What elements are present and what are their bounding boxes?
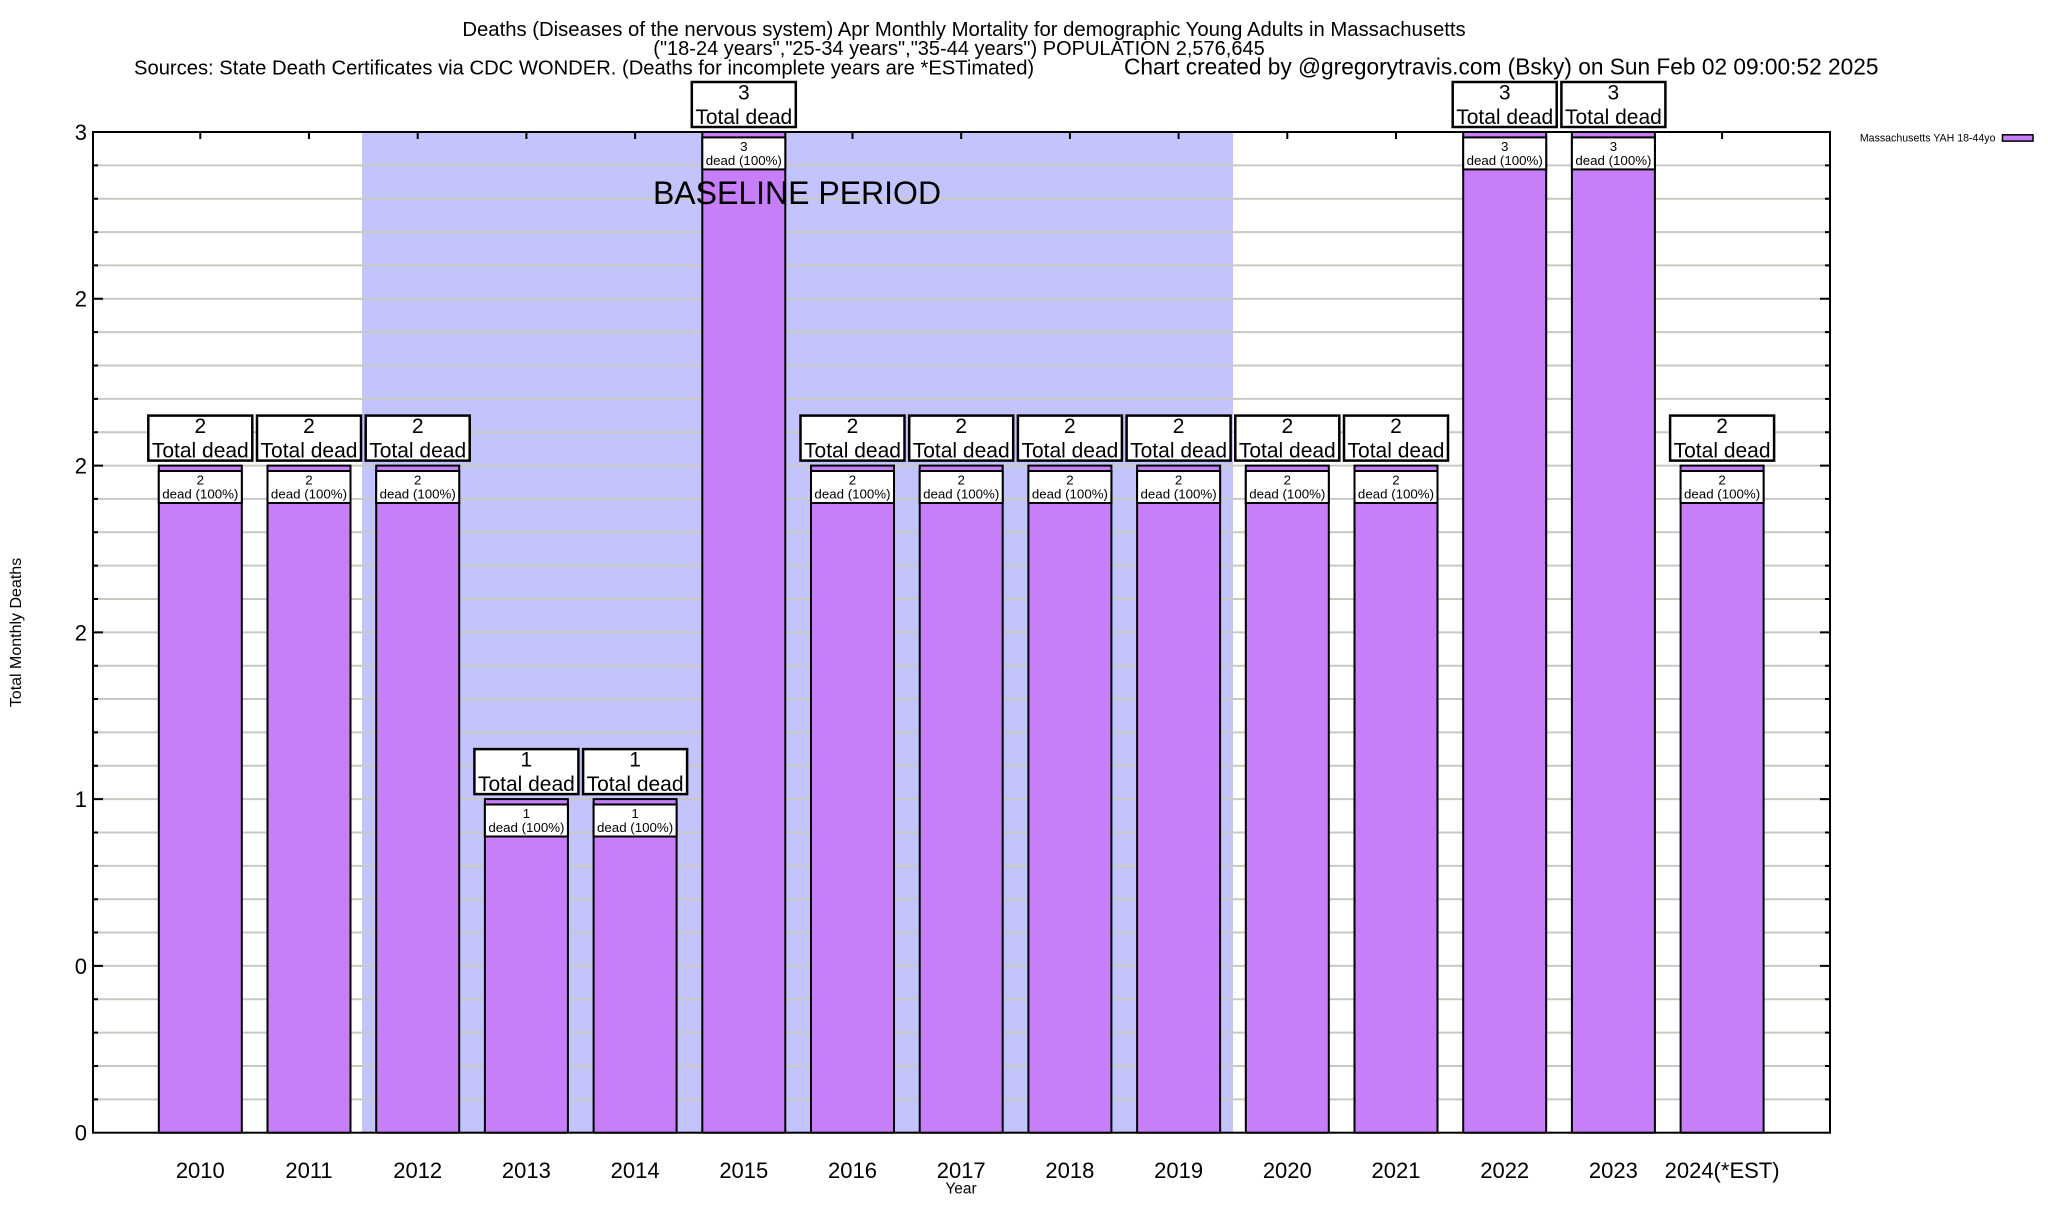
svg-text:2: 2 xyxy=(75,287,87,312)
svg-text:Total dead: Total dead xyxy=(1130,440,1227,463)
svg-text:2014: 2014 xyxy=(611,1158,660,1183)
svg-text:0: 0 xyxy=(75,1121,87,1146)
svg-text:dead (100%): dead (100%) xyxy=(1467,153,1543,168)
svg-text:Total dead: Total dead xyxy=(261,440,358,463)
svg-text:1: 1 xyxy=(75,787,87,812)
svg-text:dead (100%): dead (100%) xyxy=(1684,487,1760,502)
svg-text:2020: 2020 xyxy=(1263,1158,1312,1183)
svg-text:Total dead: Total dead xyxy=(152,440,249,463)
svg-text:2: 2 xyxy=(1716,415,1728,438)
svg-text:Total dead: Total dead xyxy=(478,773,575,796)
svg-text:Chart created by @gregorytravi: Chart created by @gregorytravis.com (Bsk… xyxy=(1124,53,1878,79)
svg-text:2: 2 xyxy=(847,415,859,438)
svg-text:Year: Year xyxy=(945,1181,976,1198)
svg-text:2: 2 xyxy=(305,473,312,488)
svg-text:2011: 2011 xyxy=(285,1158,332,1183)
svg-text:Sources: State Death Certifica: Sources: State Death Certificates via CD… xyxy=(134,57,1034,79)
svg-text:2: 2 xyxy=(197,473,204,488)
svg-text:2: 2 xyxy=(1175,473,1182,488)
svg-text:Total dead: Total dead xyxy=(1348,440,1445,463)
svg-text:("18-24 years","25-34 years",": ("18-24 years","25-34 years","35-44 year… xyxy=(653,38,1264,60)
svg-text:dead (100%): dead (100%) xyxy=(380,487,456,502)
svg-text:2: 2 xyxy=(414,473,421,488)
svg-text:2024(*EST): 2024(*EST) xyxy=(1665,1158,1780,1183)
svg-text:Total dead: Total dead xyxy=(695,106,792,129)
svg-text:2010: 2010 xyxy=(176,1158,225,1183)
svg-text:3: 3 xyxy=(75,120,87,145)
svg-text:3: 3 xyxy=(1610,139,1617,154)
svg-text:0: 0 xyxy=(75,954,87,979)
svg-text:2: 2 xyxy=(1173,415,1185,438)
svg-text:2: 2 xyxy=(1284,473,1291,488)
svg-text:2012: 2012 xyxy=(393,1158,442,1183)
svg-text:dead (100%): dead (100%) xyxy=(1249,487,1325,502)
svg-text:2: 2 xyxy=(303,415,315,438)
svg-text:2017: 2017 xyxy=(937,1158,986,1183)
svg-text:1: 1 xyxy=(629,749,641,772)
svg-text:2: 2 xyxy=(957,473,964,488)
svg-text:Total Monthly Deaths: Total Monthly Deaths xyxy=(8,558,25,707)
svg-text:2015: 2015 xyxy=(719,1158,768,1183)
svg-text:2: 2 xyxy=(412,415,424,438)
svg-text:dead (100%): dead (100%) xyxy=(706,153,782,168)
svg-text:2: 2 xyxy=(75,454,87,479)
svg-text:Total dead: Total dead xyxy=(1565,106,1662,129)
svg-text:1: 1 xyxy=(521,749,533,772)
svg-text:Total dead: Total dead xyxy=(587,773,684,796)
svg-text:3: 3 xyxy=(738,82,750,105)
svg-text:Deaths (Diseases of the nervou: Deaths (Diseases of the nervous system) … xyxy=(462,19,1465,41)
svg-text:Total dead: Total dead xyxy=(1674,440,1771,463)
svg-text:dead (100%): dead (100%) xyxy=(597,820,673,835)
svg-text:dead (100%): dead (100%) xyxy=(488,820,564,835)
svg-text:2: 2 xyxy=(955,415,967,438)
svg-text:Total dead: Total dead xyxy=(1456,106,1553,129)
svg-text:3: 3 xyxy=(1501,139,1508,154)
svg-text:2: 2 xyxy=(1281,415,1293,438)
svg-text:1: 1 xyxy=(631,806,638,821)
svg-text:dead (100%): dead (100%) xyxy=(162,487,238,502)
svg-text:2018: 2018 xyxy=(1045,1158,1094,1183)
svg-text:2019: 2019 xyxy=(1154,1158,1203,1183)
svg-text:Total dead: Total dead xyxy=(1239,440,1336,463)
svg-text:dead (100%): dead (100%) xyxy=(923,487,999,502)
svg-text:2013: 2013 xyxy=(502,1158,551,1183)
svg-text:dead (100%): dead (100%) xyxy=(1575,153,1651,168)
svg-text:2: 2 xyxy=(194,415,206,438)
svg-text:2021: 2021 xyxy=(1372,1158,1421,1183)
svg-text:dead (100%): dead (100%) xyxy=(1032,487,1108,502)
svg-text:BASELINE PERIOD: BASELINE PERIOD xyxy=(653,175,941,211)
svg-text:2016: 2016 xyxy=(828,1158,877,1183)
svg-text:2: 2 xyxy=(1718,473,1725,488)
svg-text:2: 2 xyxy=(1066,473,1073,488)
svg-text:2: 2 xyxy=(849,473,856,488)
svg-text:2: 2 xyxy=(1390,415,1402,438)
svg-text:dead (100%): dead (100%) xyxy=(814,487,890,502)
svg-text:Total dead: Total dead xyxy=(369,440,466,463)
svg-text:Total dead: Total dead xyxy=(804,440,901,463)
svg-text:2: 2 xyxy=(1064,415,1076,438)
svg-text:2: 2 xyxy=(75,620,87,645)
svg-text:2: 2 xyxy=(1392,473,1399,488)
svg-text:Total dead: Total dead xyxy=(1021,440,1118,463)
svg-text:dead (100%): dead (100%) xyxy=(1141,487,1217,502)
svg-text:1: 1 xyxy=(523,806,530,821)
svg-text:Total dead: Total dead xyxy=(913,440,1010,463)
svg-text:dead (100%): dead (100%) xyxy=(1358,487,1434,502)
svg-text:2023: 2023 xyxy=(1589,1158,1638,1183)
svg-text:3: 3 xyxy=(1608,82,1620,105)
svg-text:3: 3 xyxy=(740,139,747,154)
svg-text:3: 3 xyxy=(1499,82,1511,105)
svg-text:2022: 2022 xyxy=(1480,1158,1529,1183)
svg-text:Massachusetts YAH 18-44yo: Massachusetts YAH 18-44yo xyxy=(1860,133,1996,145)
svg-text:dead (100%): dead (100%) xyxy=(271,487,347,502)
